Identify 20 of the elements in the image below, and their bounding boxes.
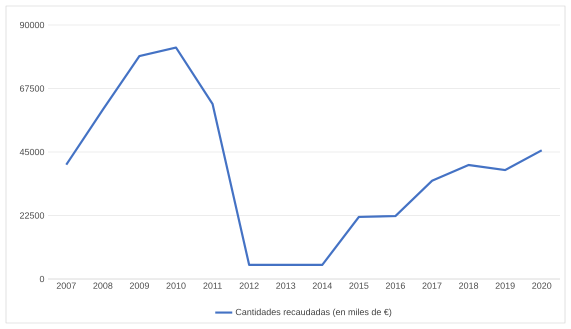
x-tick-label: 2012 <box>240 282 259 289</box>
y-tick-label: 90000 <box>20 22 44 28</box>
y-tick-label: 22500 <box>20 212 44 219</box>
y-tick-label: 45000 <box>20 148 44 156</box>
x-tick-label: 2011 <box>203 282 222 289</box>
x-tick-label: 2017 <box>422 282 442 289</box>
legend-label: Cantidades recaudadas (en miles de €) <box>236 308 392 317</box>
x-tick-label: 2016 <box>386 282 406 289</box>
x-tick-label: 2010 <box>166 282 186 289</box>
x-tick-label: 2020 <box>532 282 552 289</box>
x-tick-label: 2015 <box>349 282 368 289</box>
y-tick-label: 0 <box>40 276 44 282</box>
x-tick-label: 2008 <box>93 282 112 289</box>
x-tick-label: 2019 <box>496 282 515 289</box>
x-tick-label: 2013 <box>276 282 296 289</box>
x-tick-label: 2009 <box>130 282 149 289</box>
x-tick-label: 2014 <box>312 282 332 289</box>
y-tick-label: 67500 <box>20 85 44 92</box>
x-tick-label: 2007 <box>56 282 76 289</box>
x-tick-label: 2018 <box>459 282 478 289</box>
